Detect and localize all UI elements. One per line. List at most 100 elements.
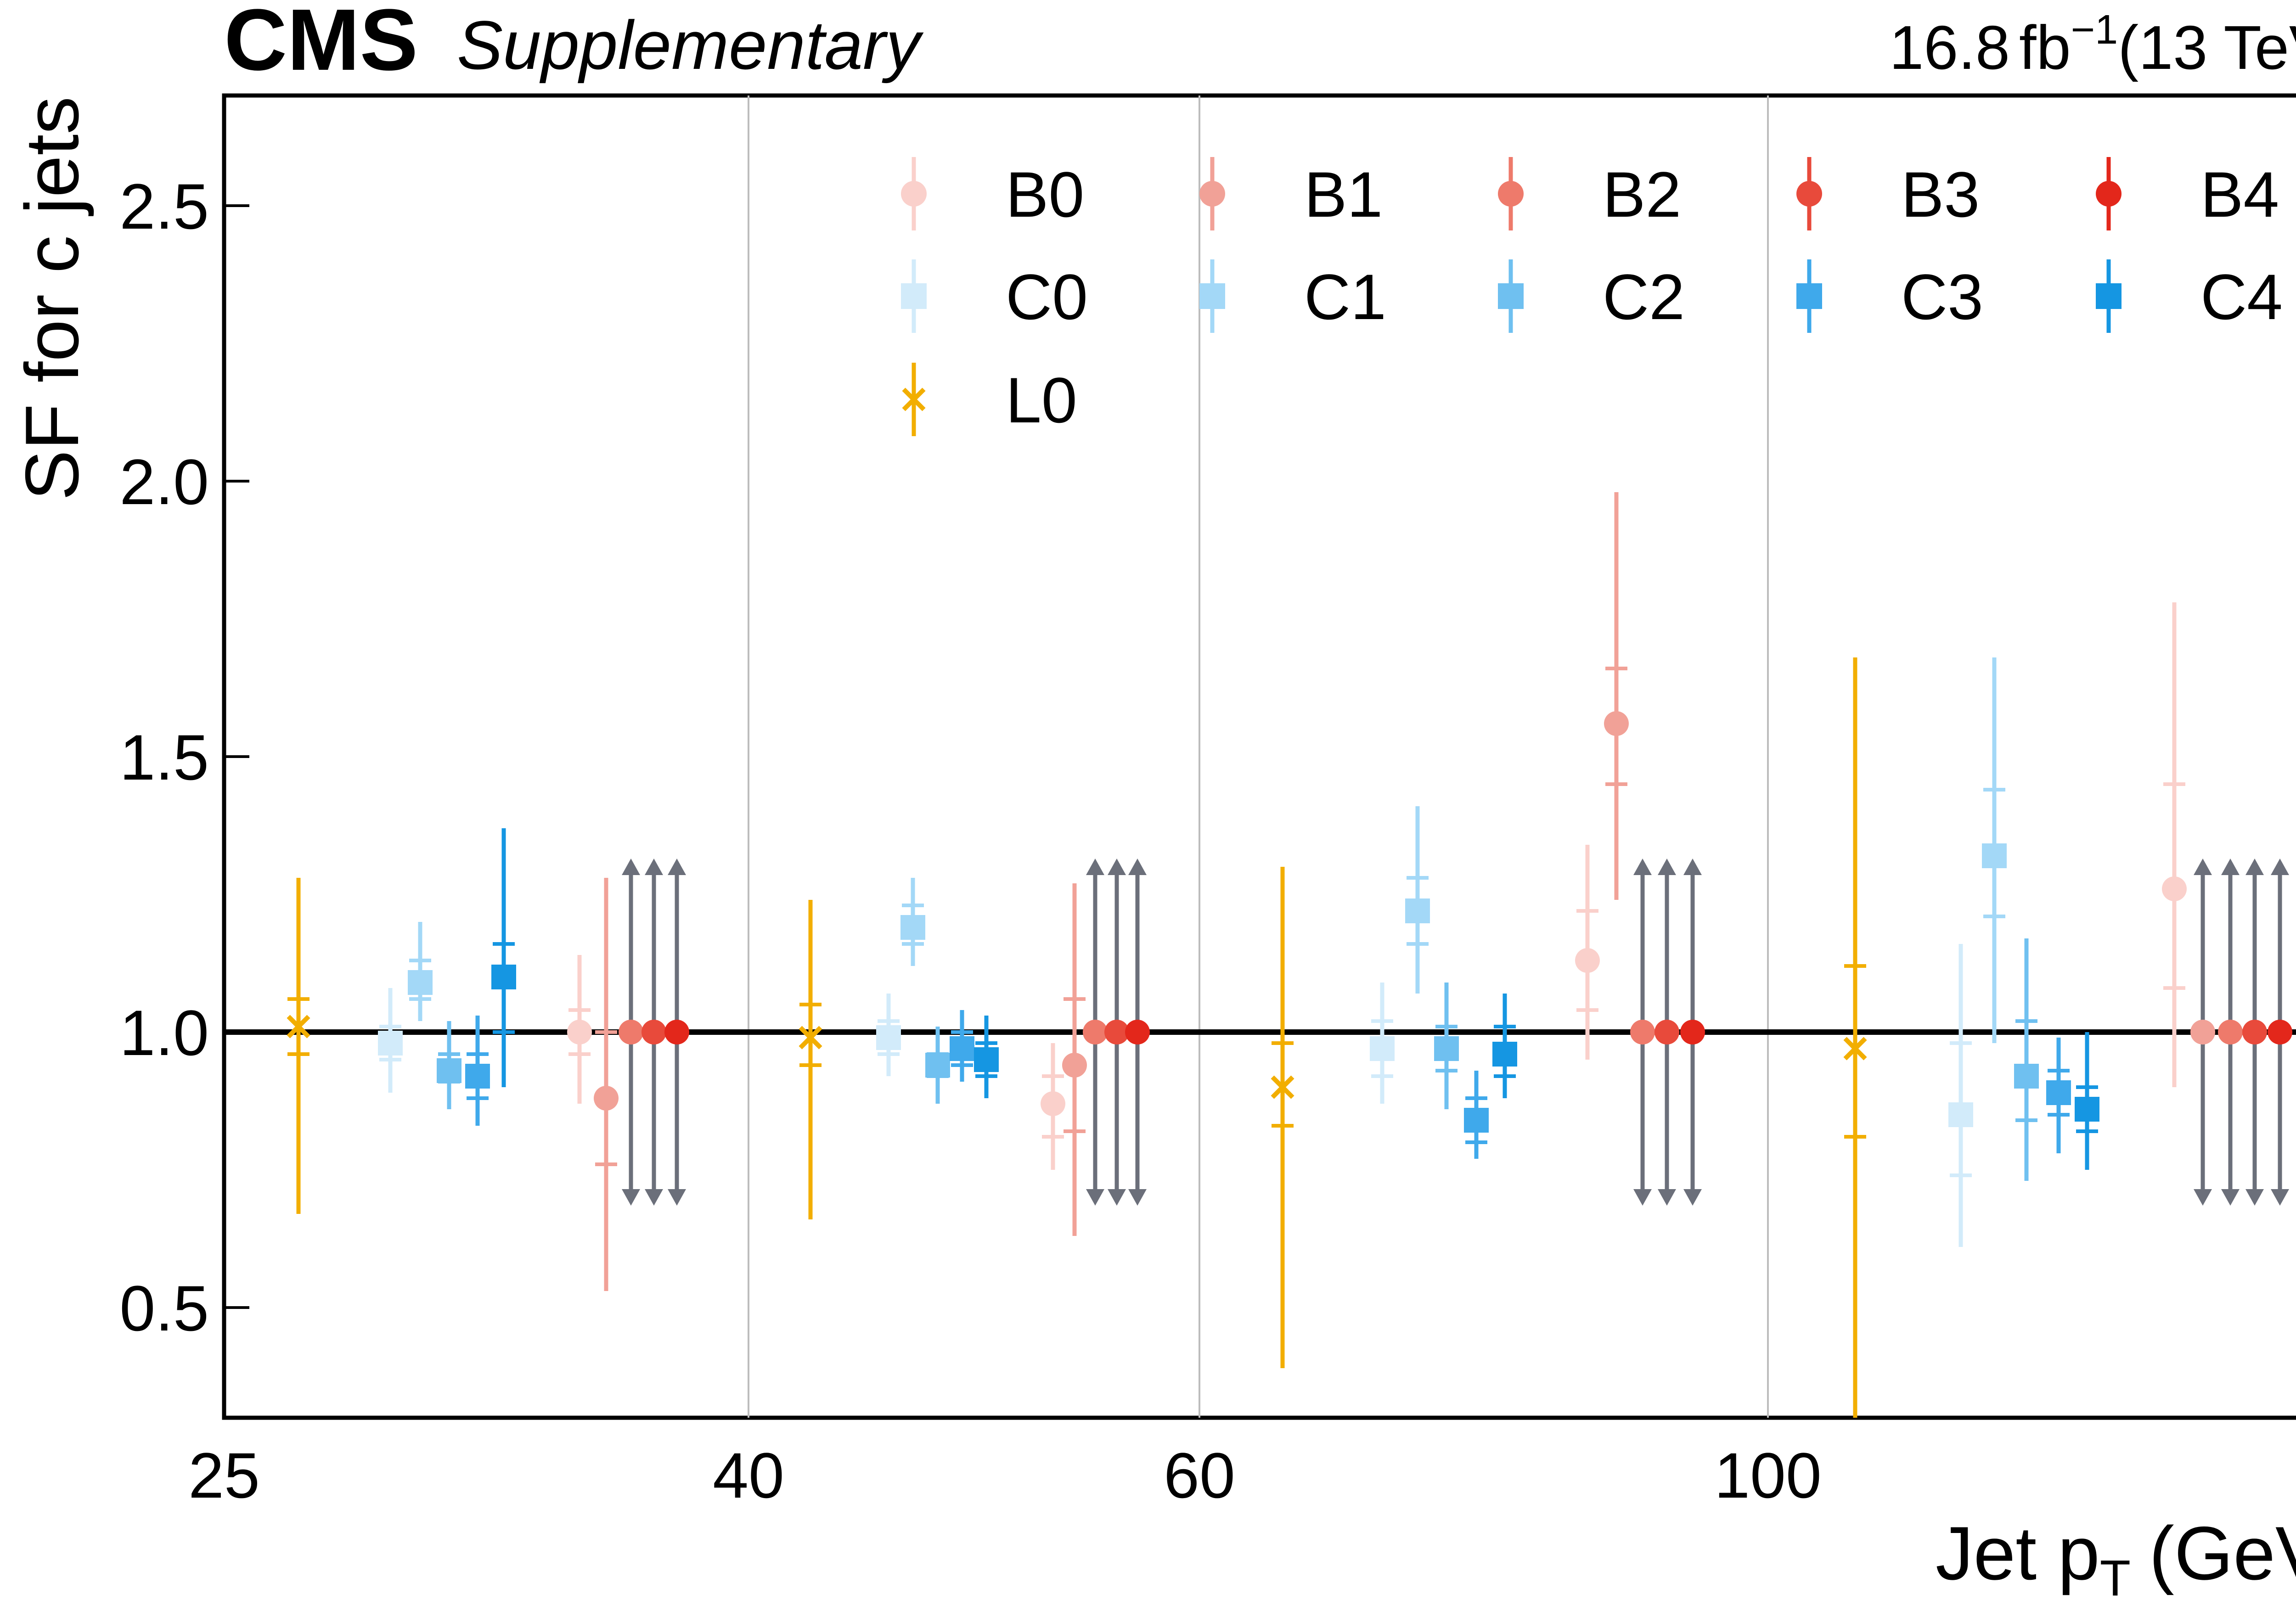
point-b4-bin1-arrow-up: [1128, 859, 1147, 875]
point-l0-bin3-marker: [1843, 1037, 1867, 1061]
point-b1-bin3-arrow-up: [2194, 859, 2212, 875]
point-b3-bin1-marker: [1104, 1020, 1129, 1044]
point-b4-bin0-arrow-down: [668, 1189, 686, 1206]
point-c3-bin2-marker: [1464, 1108, 1489, 1133]
point-c0-bin2-marker: [1370, 1036, 1395, 1061]
y-tick-label-0.5: 0.5: [119, 1272, 209, 1344]
point-b2-bin3-arrow-down: [2221, 1189, 2240, 1206]
point-c0-bin1-marker: [876, 1025, 901, 1050]
point-c2-bin3-marker: [2014, 1064, 2039, 1089]
point-b4-bin1: [1125, 859, 1150, 1206]
legend-l0-marker-b: [902, 387, 926, 411]
point-c1-bin2: [1405, 806, 1430, 994]
data-marks: [287, 492, 2292, 1418]
point-c4-bin2-marker: [1492, 1042, 1517, 1067]
point-b4-bin3-arrow-down: [2271, 1189, 2289, 1206]
point-l0-bin1-marker: [799, 1026, 822, 1050]
legend-b1-label: B1: [1304, 158, 1383, 230]
point-b1-bin0-marker: [594, 1086, 619, 1111]
legend-c0-marker: [901, 283, 927, 309]
legend-l0: L0: [902, 363, 1077, 436]
point-c4-bin0: [491, 828, 516, 1087]
legend-b2-label: B2: [1603, 158, 1681, 230]
legend-b4-marker: [2096, 181, 2122, 207]
point-c4-bin0-marker: [491, 965, 516, 989]
point-b2-bin0-arrow-up: [622, 859, 640, 875]
y-tick-label-1.0: 1.0: [119, 997, 209, 1069]
point-b3-bin1-arrow-up: [1108, 859, 1126, 875]
point-b1-bin3-arrow-down: [2194, 1189, 2212, 1206]
point-c0-bin3-marker: [1948, 1102, 1973, 1127]
point-c2-bin1-marker: [925, 1053, 950, 1078]
point-l0-bin1: [799, 900, 822, 1219]
point-c2-bin2-marker: [1434, 1036, 1459, 1061]
point-b3-bin3: [2242, 859, 2267, 1206]
point-c3-bin2: [1464, 1071, 1489, 1159]
legend-b3: B3: [1796, 157, 1980, 230]
point-l0-bin3-marker-b: [1843, 1037, 1867, 1061]
point-b2-bin1: [1083, 859, 1108, 1206]
point-c1-bin0-marker: [408, 970, 433, 995]
point-b3-bin2-arrow-up: [1658, 859, 1676, 875]
legend-b3-marker: [1796, 181, 1822, 207]
point-l0-bin3: [1843, 657, 1867, 1418]
legend-c3: C3: [1796, 259, 1983, 333]
legend-b0: B0: [901, 157, 1084, 230]
status-label: Supplementary: [457, 6, 924, 84]
point-c1-bin1: [900, 878, 925, 966]
x-axis-title: Jet pT(GeV): [1936, 1511, 2296, 1606]
point-b3-bin3-arrow-up: [2245, 859, 2264, 875]
point-b0-bin1-marker: [1041, 1091, 1065, 1116]
point-b4-bin2-marker: [1680, 1020, 1705, 1044]
point-b0-bin1: [1041, 1043, 1065, 1170]
point-b4-bin2-arrow-up: [1683, 859, 1702, 875]
legend-b2-marker: [1498, 181, 1524, 207]
point-c0-bin2: [1370, 983, 1395, 1104]
x-tick-label-40: 40: [713, 1439, 784, 1511]
point-c3-bin1-marker: [950, 1036, 974, 1061]
y-axis-title: SF for c jets: [10, 96, 94, 500]
point-b0-bin0: [567, 955, 592, 1104]
point-b4-bin0: [664, 859, 689, 1206]
point-c1-bin3: [1982, 657, 2007, 1043]
point-c0-bin0-marker: [378, 1031, 403, 1056]
legend-c1-label: C1: [1304, 261, 1386, 333]
point-b3-bin0-arrow-down: [645, 1189, 663, 1206]
point-c4-bin3-marker: [2075, 1097, 2099, 1122]
point-b3-bin0-marker: [642, 1020, 666, 1044]
bin-separators: [748, 95, 1769, 1418]
point-b0-bin3: [2162, 602, 2187, 1087]
point-b4-bin3: [2268, 859, 2292, 1206]
point-b1-bin3-marker: [2190, 1020, 2215, 1044]
point-l0-bin0-marker: [287, 1015, 310, 1039]
point-b2-bin1-arrow-up: [1086, 859, 1104, 875]
point-b3-bin2-arrow-down: [1658, 1189, 1676, 1206]
point-c3-bin3: [2046, 1038, 2071, 1153]
point-b3-bin2-marker: [1654, 1020, 1679, 1044]
legend-b1: B1: [1199, 157, 1383, 230]
point-b2-bin3-marker: [2218, 1020, 2243, 1044]
point-c1-bin2-marker: [1405, 898, 1430, 923]
point-b3-bin2: [1654, 859, 1679, 1206]
point-b2-bin3-arrow-up: [2221, 859, 2240, 875]
point-l0-bin0: [287, 878, 310, 1214]
point-b2-bin0-arrow-down: [622, 1189, 640, 1206]
point-c4-bin1: [974, 1016, 999, 1098]
point-c2-bin0-marker: [437, 1058, 461, 1083]
point-b3-bin1-arrow-down: [1108, 1189, 1126, 1206]
point-c1-bin1-marker: [900, 915, 925, 940]
y-tick-label-1.5: 1.5: [119, 721, 209, 793]
point-c4-bin1-marker: [974, 1047, 999, 1072]
legend-b2: B2: [1498, 157, 1681, 230]
point-b4-bin1-marker: [1125, 1020, 1150, 1044]
point-b4-bin0-marker: [664, 1020, 689, 1044]
point-b2-bin0-marker: [619, 1020, 643, 1044]
point-l0-bin1-marker-b: [799, 1026, 822, 1050]
point-b4-bin3-arrow-up: [2271, 859, 2289, 875]
legend-c2-label: C2: [1603, 261, 1685, 333]
legend-b4: B4: [2096, 157, 2279, 230]
y-tick-label-2.5: 2.5: [119, 170, 209, 242]
point-b4-bin2-arrow-down: [1683, 1189, 1702, 1206]
point-c3-bin3-marker: [2046, 1080, 2071, 1105]
